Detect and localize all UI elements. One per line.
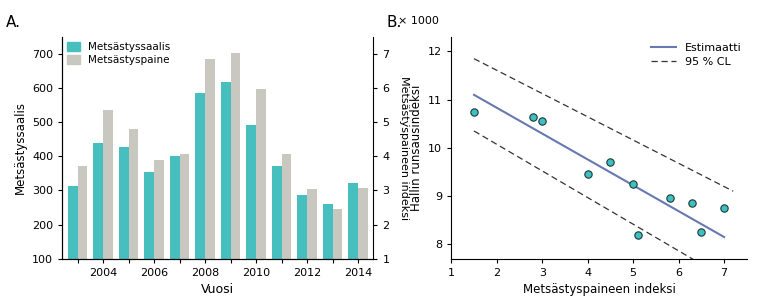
Point xyxy=(632,232,644,237)
Bar xyxy=(230,53,240,293)
Point xyxy=(527,114,539,119)
Bar xyxy=(297,195,307,293)
Bar xyxy=(272,166,282,293)
Bar xyxy=(103,110,113,293)
Y-axis label: Metsästyssaalis: Metsästyssaalis xyxy=(13,101,26,194)
Bar xyxy=(205,59,215,293)
Bar xyxy=(170,156,180,293)
Text: B.: B. xyxy=(386,15,401,30)
X-axis label: Vuosi: Vuosi xyxy=(202,283,234,296)
Text: A.: A. xyxy=(6,15,21,30)
Bar xyxy=(93,143,103,293)
Point xyxy=(536,119,548,124)
Point xyxy=(718,206,731,211)
Legend: Estimaatti, 95 % CL: Estimaatti, 95 % CL xyxy=(651,43,741,67)
Bar xyxy=(195,93,205,293)
Point xyxy=(664,196,676,201)
Bar xyxy=(349,183,358,293)
Bar xyxy=(154,160,163,293)
Bar xyxy=(180,154,189,293)
Bar xyxy=(358,188,368,293)
Bar xyxy=(145,172,154,293)
Bar xyxy=(323,204,333,293)
Bar xyxy=(256,89,266,293)
Text: × 1000: × 1000 xyxy=(398,16,439,26)
Bar xyxy=(119,147,128,293)
Bar xyxy=(78,166,87,293)
Point xyxy=(468,109,480,114)
Bar xyxy=(282,154,291,293)
X-axis label: Metsästyspaineen indeksi: Metsästyspaineen indeksi xyxy=(523,283,675,296)
Bar xyxy=(247,125,256,293)
Legend: Metsästyssaalis, Metsästyspaine: Metsästyssaalis, Metsästyspaine xyxy=(68,42,170,65)
Bar xyxy=(68,186,78,293)
Point xyxy=(627,181,640,186)
Bar xyxy=(307,189,317,293)
Y-axis label: Hallin runsausindeksi: Hallin runsausindeksi xyxy=(409,85,422,211)
Point xyxy=(696,230,708,235)
Bar xyxy=(333,209,342,293)
Bar xyxy=(128,129,138,293)
Point xyxy=(581,172,594,177)
Y-axis label: Metsästyspaineen indeksi: Metsästyspaineen indeksi xyxy=(399,76,409,220)
Point xyxy=(605,160,617,165)
Bar xyxy=(221,82,230,293)
Point xyxy=(686,201,699,206)
